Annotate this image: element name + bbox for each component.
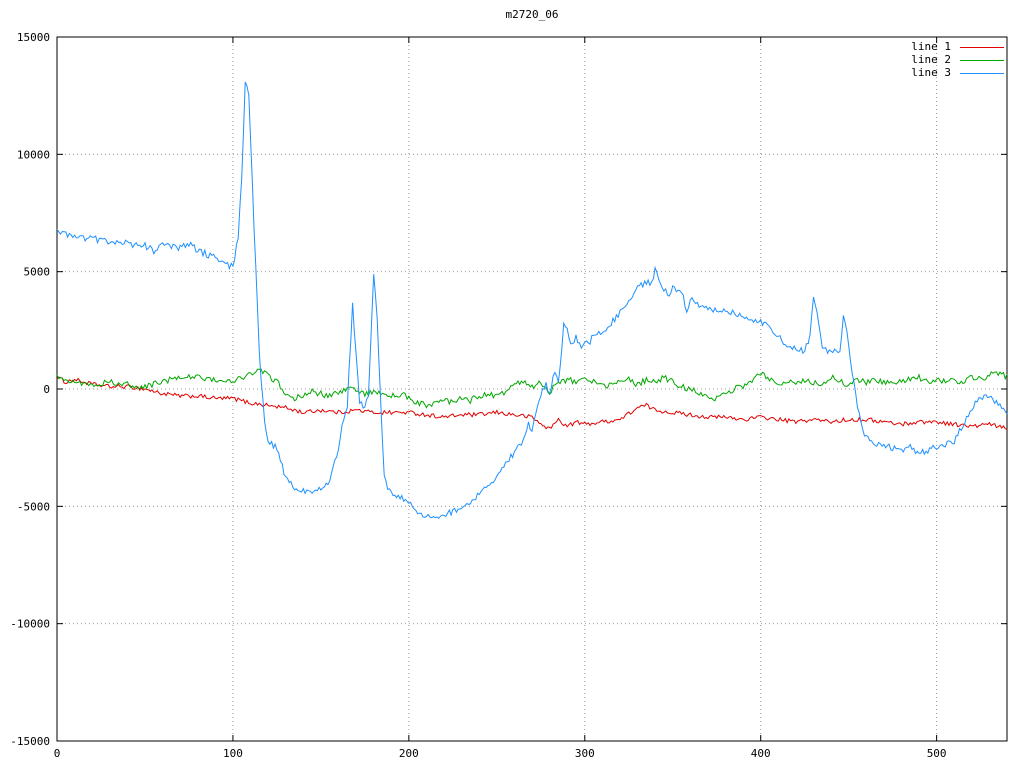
legend: line 1 line 2 line 3 <box>911 41 1004 79</box>
legend-line-sample <box>960 72 1004 74</box>
legend-item: line 3 <box>911 67 1004 79</box>
legend-line-sample <box>960 59 1004 61</box>
plot-border <box>56 36 1008 742</box>
y-tick-label: -15000 <box>10 735 50 748</box>
y-tick-label: -10000 <box>10 618 50 631</box>
legend-line-sample <box>960 46 1004 48</box>
x-tick-label: 300 <box>575 747 595 760</box>
legend-label: line 3 <box>911 66 951 79</box>
series-line-1 <box>56 376 1008 430</box>
x-tick-label: 0 <box>54 747 61 760</box>
x-tick-label: 400 <box>751 747 771 760</box>
chart-title: m2720_06 <box>505 8 559 21</box>
series-line-3 <box>56 81 1008 520</box>
legend-label: line 2 <box>911 53 951 66</box>
y-tick-label: 15000 <box>17 31 50 44</box>
y-tick-label: -5000 <box>17 500 50 513</box>
legend-item: line 1 <box>911 41 1004 53</box>
y-tick-label: 5000 <box>24 266 51 279</box>
x-tick-label: 100 <box>223 747 243 760</box>
x-tick-label: 500 <box>927 747 947 760</box>
x-tick-label: 200 <box>399 747 419 760</box>
legend-label: line 1 <box>911 40 951 53</box>
y-tick-label: 10000 <box>17 148 50 161</box>
y-tick-label: 0 <box>43 383 50 396</box>
series-line-2 <box>56 368 1008 409</box>
legend-item: line 2 <box>911 54 1004 66</box>
